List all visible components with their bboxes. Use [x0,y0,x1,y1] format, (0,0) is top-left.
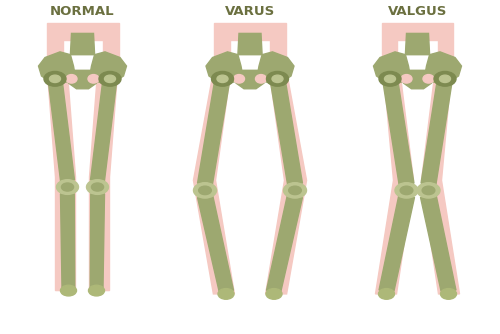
Polygon shape [48,78,74,181]
Circle shape [92,183,104,191]
Polygon shape [406,33,429,55]
Polygon shape [194,60,234,294]
Circle shape [434,71,456,86]
Polygon shape [90,60,118,291]
Polygon shape [388,197,414,291]
Polygon shape [382,78,414,184]
Circle shape [440,75,450,82]
Ellipse shape [66,74,77,83]
Polygon shape [270,196,302,291]
Polygon shape [422,60,460,294]
Circle shape [104,75,116,82]
Polygon shape [379,196,410,291]
Circle shape [440,289,456,299]
Polygon shape [206,52,242,83]
Circle shape [48,74,62,84]
Circle shape [266,71,288,86]
Polygon shape [38,52,75,83]
Circle shape [217,75,228,82]
Circle shape [214,73,231,84]
Polygon shape [60,194,72,287]
Circle shape [60,285,76,296]
Polygon shape [234,70,266,89]
Polygon shape [266,60,306,294]
Circle shape [272,75,283,82]
Polygon shape [90,52,126,83]
Circle shape [56,180,78,194]
Circle shape [194,183,216,198]
Polygon shape [90,194,96,287]
Polygon shape [93,194,104,287]
Polygon shape [238,33,262,55]
Circle shape [62,183,74,191]
Polygon shape [198,196,230,291]
Circle shape [198,186,211,195]
Polygon shape [420,197,447,291]
Circle shape [88,285,104,296]
Text: VALGUS: VALGUS [388,5,447,18]
Circle shape [378,289,394,299]
Circle shape [86,180,108,194]
Polygon shape [46,60,76,291]
Circle shape [218,289,234,299]
Ellipse shape [234,74,244,83]
Polygon shape [66,70,98,89]
Circle shape [422,186,435,195]
Circle shape [395,183,418,198]
Circle shape [417,183,440,198]
Polygon shape [198,78,230,184]
Polygon shape [266,197,293,291]
Polygon shape [46,23,118,60]
Polygon shape [426,196,456,291]
Circle shape [99,71,121,86]
Text: VARUS: VARUS [225,5,275,18]
Circle shape [284,183,306,198]
Circle shape [269,73,286,84]
Polygon shape [207,197,234,291]
Polygon shape [69,194,74,287]
Polygon shape [402,70,434,89]
Circle shape [400,186,413,195]
Polygon shape [374,52,410,83]
Ellipse shape [423,74,434,83]
Ellipse shape [88,74,99,83]
Circle shape [437,73,453,84]
Polygon shape [270,78,302,184]
Circle shape [212,71,234,86]
Circle shape [266,289,282,299]
Polygon shape [382,23,454,60]
Circle shape [44,71,66,86]
Polygon shape [214,23,286,60]
Circle shape [288,186,302,195]
Polygon shape [258,52,294,83]
Polygon shape [425,52,462,83]
Ellipse shape [256,74,266,83]
Circle shape [384,75,396,82]
Polygon shape [70,33,94,55]
Circle shape [102,74,118,84]
Ellipse shape [401,74,412,83]
Circle shape [382,73,398,84]
Polygon shape [90,78,117,181]
Polygon shape [376,60,414,294]
Text: NORMAL: NORMAL [50,5,115,18]
Circle shape [50,75,60,82]
Circle shape [379,71,401,86]
Polygon shape [421,78,452,184]
